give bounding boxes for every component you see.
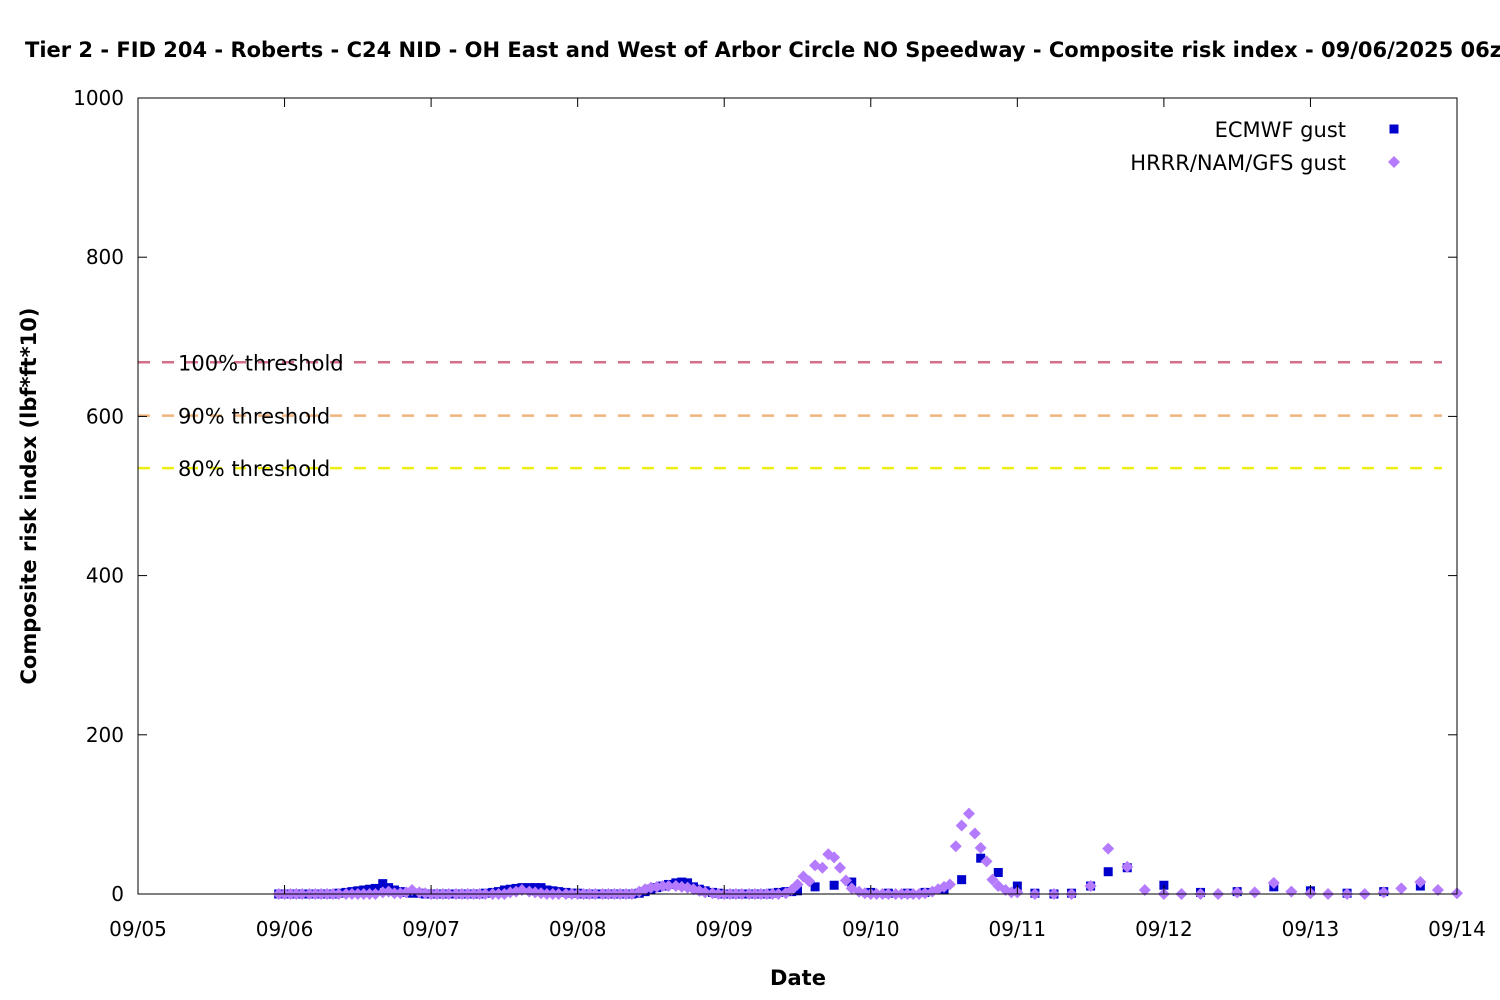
data-point: [1102, 842, 1115, 855]
data-point: [980, 855, 993, 868]
data-point: [1231, 886, 1244, 899]
data-point: [1138, 884, 1151, 897]
data-point: [1084, 880, 1097, 893]
y-axis-label: Composite risk index (lbf*ft*10): [17, 307, 41, 684]
data-point: [803, 875, 816, 888]
x-tick-label: 09/05: [109, 917, 167, 941]
y-tick-label: 1000: [73, 86, 124, 110]
data-point: [1121, 860, 1134, 873]
data-point: [699, 886, 712, 899]
x-tick-label: 09/12: [1135, 917, 1193, 941]
legend-marker-diamond: [1388, 156, 1400, 168]
threshold-label: 100% threshold: [178, 351, 344, 375]
data-point: [828, 851, 841, 864]
x-tick-label: 09/08: [549, 917, 607, 941]
data-point: [955, 819, 968, 832]
data-point: [976, 853, 986, 863]
x-tick-label: 09/11: [989, 917, 1047, 941]
data-point: [847, 877, 857, 887]
data-point: [829, 880, 839, 890]
y-tick-label: 200: [86, 723, 124, 747]
data-point: [1267, 876, 1280, 889]
legend-marker-square: [1389, 124, 1399, 134]
data-point: [1248, 886, 1261, 899]
data-point: [662, 880, 675, 893]
data-point: [974, 841, 987, 854]
threshold-lines: 100% threshold 90% threshold 80% threshold: [138, 351, 1442, 481]
x-tick-label: 09/13: [1282, 917, 1340, 941]
data-point: [1431, 884, 1444, 897]
data-point: [962, 807, 975, 820]
data-point: [1285, 885, 1298, 898]
y-tick-label: 0: [111, 882, 124, 906]
data-point: [968, 827, 981, 840]
data-point: [1103, 867, 1113, 877]
data-point: [378, 879, 388, 889]
x-tick-label: 09/07: [402, 917, 460, 941]
series-hrrr: [272, 807, 1463, 900]
threshold-label: 90% threshold: [178, 405, 330, 429]
legend: ECMWF gust HRRR/NAM/GFS gust: [1130, 118, 1400, 175]
data-point: [839, 874, 852, 887]
data-point: [816, 861, 829, 874]
data-point: [943, 878, 956, 891]
x-tick-label: 09/10: [842, 917, 900, 941]
y-tick-label: 400: [86, 564, 124, 588]
x-tick-label: 09/09: [695, 917, 753, 941]
threshold-label: 80% threshold: [178, 457, 330, 481]
legend-label: ECMWF gust: [1215, 118, 1346, 142]
x-axis-label: Date: [770, 966, 826, 990]
chart-title: Tier 2 - FID 204 - Roberts - C24 NID - O…: [25, 38, 1500, 62]
data-point: [810, 882, 820, 892]
data-point: [834, 861, 847, 874]
plot-area-frame: [137, 97, 1458, 895]
data-point: [1395, 882, 1408, 895]
y-tick-label: 600: [86, 404, 124, 428]
data-point: [957, 875, 967, 885]
data-point: [1414, 876, 1427, 889]
data-point: [1377, 886, 1390, 899]
x-tick-label: 09/06: [256, 917, 314, 941]
axis-ticks: 09/05 09/06 09/07 09/08 09/09 09/10 09/11 09/12…: [73, 86, 1486, 941]
x-tick-label: 09/14: [1428, 917, 1486, 941]
y-tick-label: 800: [86, 245, 124, 269]
data-point: [993, 868, 1003, 878]
data-point: [986, 873, 999, 886]
legend-label: HRRR/NAM/GFS gust: [1130, 151, 1346, 175]
data-point: [949, 840, 962, 853]
data-points: [272, 807, 1463, 900]
data-point: [793, 886, 802, 896]
data-point: [791, 878, 804, 891]
